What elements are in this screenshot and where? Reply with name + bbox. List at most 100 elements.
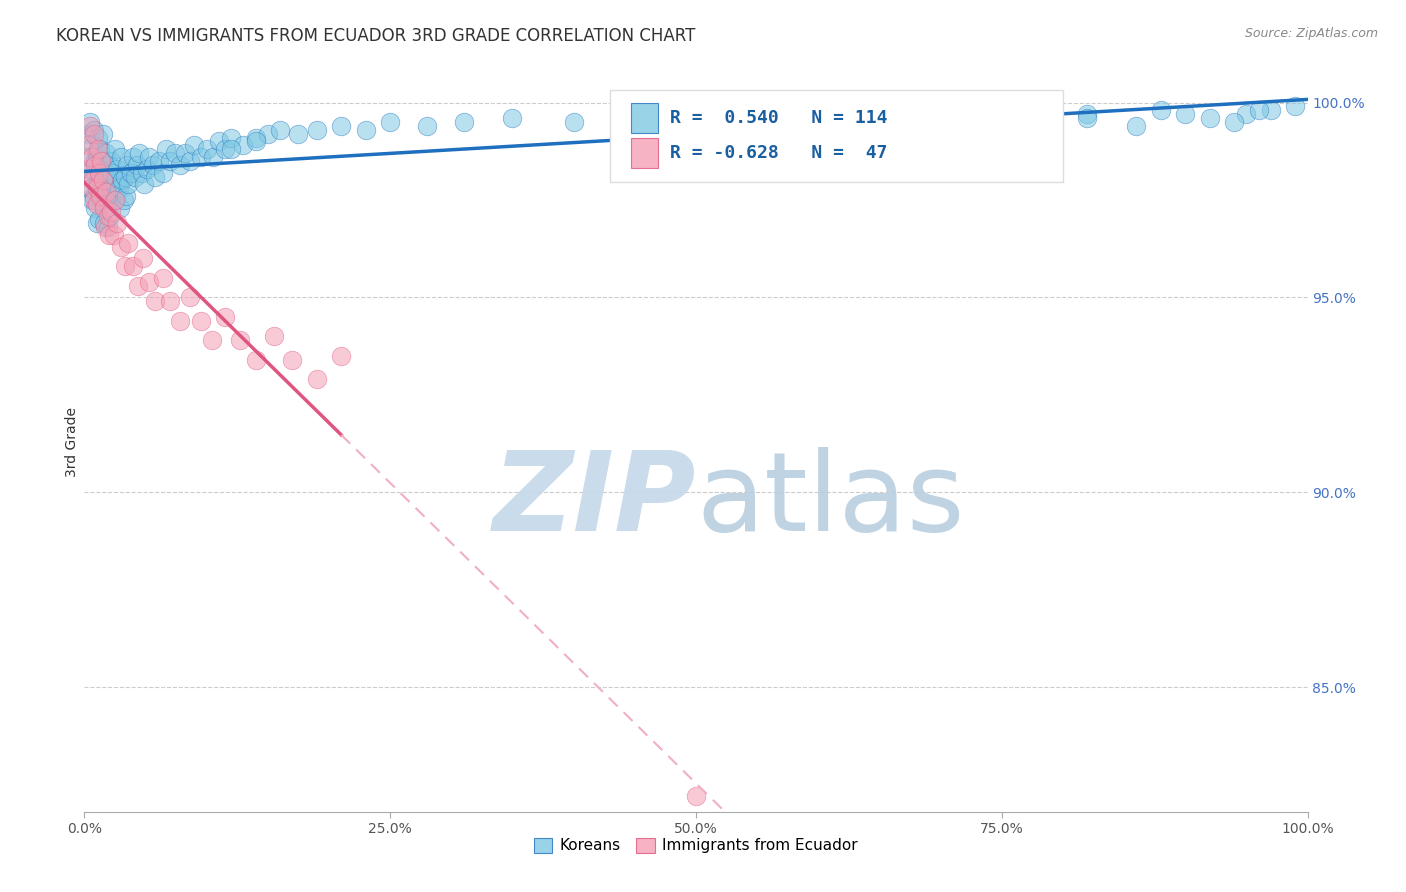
Point bbox=[98, 209, 121, 223]
Point bbox=[100, 204, 122, 219]
Point bbox=[354, 123, 377, 137]
Point bbox=[142, 158, 165, 172]
Point bbox=[1150, 103, 1173, 118]
Point bbox=[905, 107, 928, 121]
Point bbox=[330, 349, 353, 363]
Point bbox=[245, 135, 267, 149]
Point bbox=[77, 138, 100, 153]
Point bbox=[114, 169, 136, 184]
Point bbox=[122, 259, 145, 273]
Point bbox=[173, 146, 195, 161]
Point bbox=[86, 216, 108, 230]
Point bbox=[84, 153, 107, 168]
Point bbox=[96, 146, 118, 161]
Point bbox=[709, 119, 731, 133]
Point bbox=[91, 173, 114, 187]
Point bbox=[219, 142, 242, 156]
Point bbox=[562, 115, 585, 129]
Point bbox=[97, 197, 120, 211]
Text: ZIP: ZIP bbox=[492, 447, 696, 554]
Point bbox=[131, 166, 153, 180]
Point bbox=[117, 178, 139, 192]
Point bbox=[107, 181, 129, 195]
Point bbox=[104, 169, 127, 184]
Text: atlas: atlas bbox=[696, 447, 965, 554]
Point bbox=[86, 146, 108, 161]
Point bbox=[82, 138, 104, 153]
Text: R =  0.540   N = 114: R = 0.540 N = 114 bbox=[671, 109, 887, 127]
Point bbox=[111, 173, 134, 187]
Point bbox=[120, 166, 142, 180]
Point bbox=[79, 181, 101, 195]
Point bbox=[195, 142, 218, 156]
Point bbox=[148, 153, 170, 168]
Point bbox=[112, 193, 135, 207]
Point bbox=[105, 189, 128, 203]
Point bbox=[97, 227, 120, 242]
FancyBboxPatch shape bbox=[631, 138, 658, 168]
Point bbox=[77, 150, 100, 164]
Point bbox=[86, 178, 108, 192]
Point bbox=[1076, 107, 1098, 121]
Point bbox=[93, 216, 115, 230]
Point bbox=[1284, 99, 1306, 113]
Point bbox=[929, 119, 952, 133]
Point bbox=[80, 193, 103, 207]
Point bbox=[330, 119, 353, 133]
Point bbox=[103, 227, 125, 242]
Point bbox=[94, 166, 117, 180]
Point bbox=[1223, 115, 1246, 129]
Point bbox=[219, 130, 242, 145]
Point bbox=[416, 119, 439, 133]
Point bbox=[77, 127, 100, 141]
Point bbox=[104, 142, 127, 156]
Point bbox=[143, 169, 166, 184]
Point bbox=[127, 278, 149, 293]
Point bbox=[380, 115, 402, 129]
Point bbox=[991, 111, 1014, 125]
Point bbox=[124, 169, 146, 184]
Point bbox=[105, 216, 128, 230]
Point bbox=[110, 150, 132, 164]
Point bbox=[90, 153, 112, 168]
Point bbox=[138, 150, 160, 164]
Point bbox=[100, 181, 122, 195]
Point bbox=[96, 173, 118, 187]
Point bbox=[82, 173, 104, 187]
Point bbox=[91, 181, 114, 195]
FancyBboxPatch shape bbox=[631, 103, 658, 133]
Point bbox=[1236, 107, 1258, 121]
Point bbox=[214, 310, 236, 324]
Point bbox=[128, 146, 150, 161]
Point bbox=[305, 123, 328, 137]
Point bbox=[91, 153, 114, 168]
Point bbox=[807, 130, 830, 145]
Point bbox=[83, 193, 105, 207]
Point bbox=[159, 153, 181, 168]
Point bbox=[190, 150, 212, 164]
Point bbox=[179, 290, 201, 304]
Point bbox=[269, 123, 291, 137]
Point bbox=[97, 220, 120, 235]
Point bbox=[96, 185, 118, 199]
Point bbox=[80, 161, 103, 176]
Point bbox=[87, 185, 110, 199]
Point bbox=[83, 189, 105, 203]
Point bbox=[83, 127, 105, 141]
Point bbox=[190, 314, 212, 328]
Point bbox=[89, 189, 111, 203]
Point bbox=[183, 138, 205, 153]
Point bbox=[214, 142, 236, 156]
Point bbox=[138, 275, 160, 289]
Point bbox=[94, 220, 117, 235]
Point bbox=[90, 158, 112, 172]
Point bbox=[105, 161, 128, 176]
Point bbox=[91, 127, 114, 141]
Point bbox=[143, 294, 166, 309]
Point bbox=[245, 130, 267, 145]
Point bbox=[152, 271, 174, 285]
Point bbox=[115, 189, 138, 203]
Y-axis label: 3rd Grade: 3rd Grade bbox=[65, 407, 79, 476]
Point bbox=[807, 115, 830, 129]
Point bbox=[200, 333, 222, 347]
